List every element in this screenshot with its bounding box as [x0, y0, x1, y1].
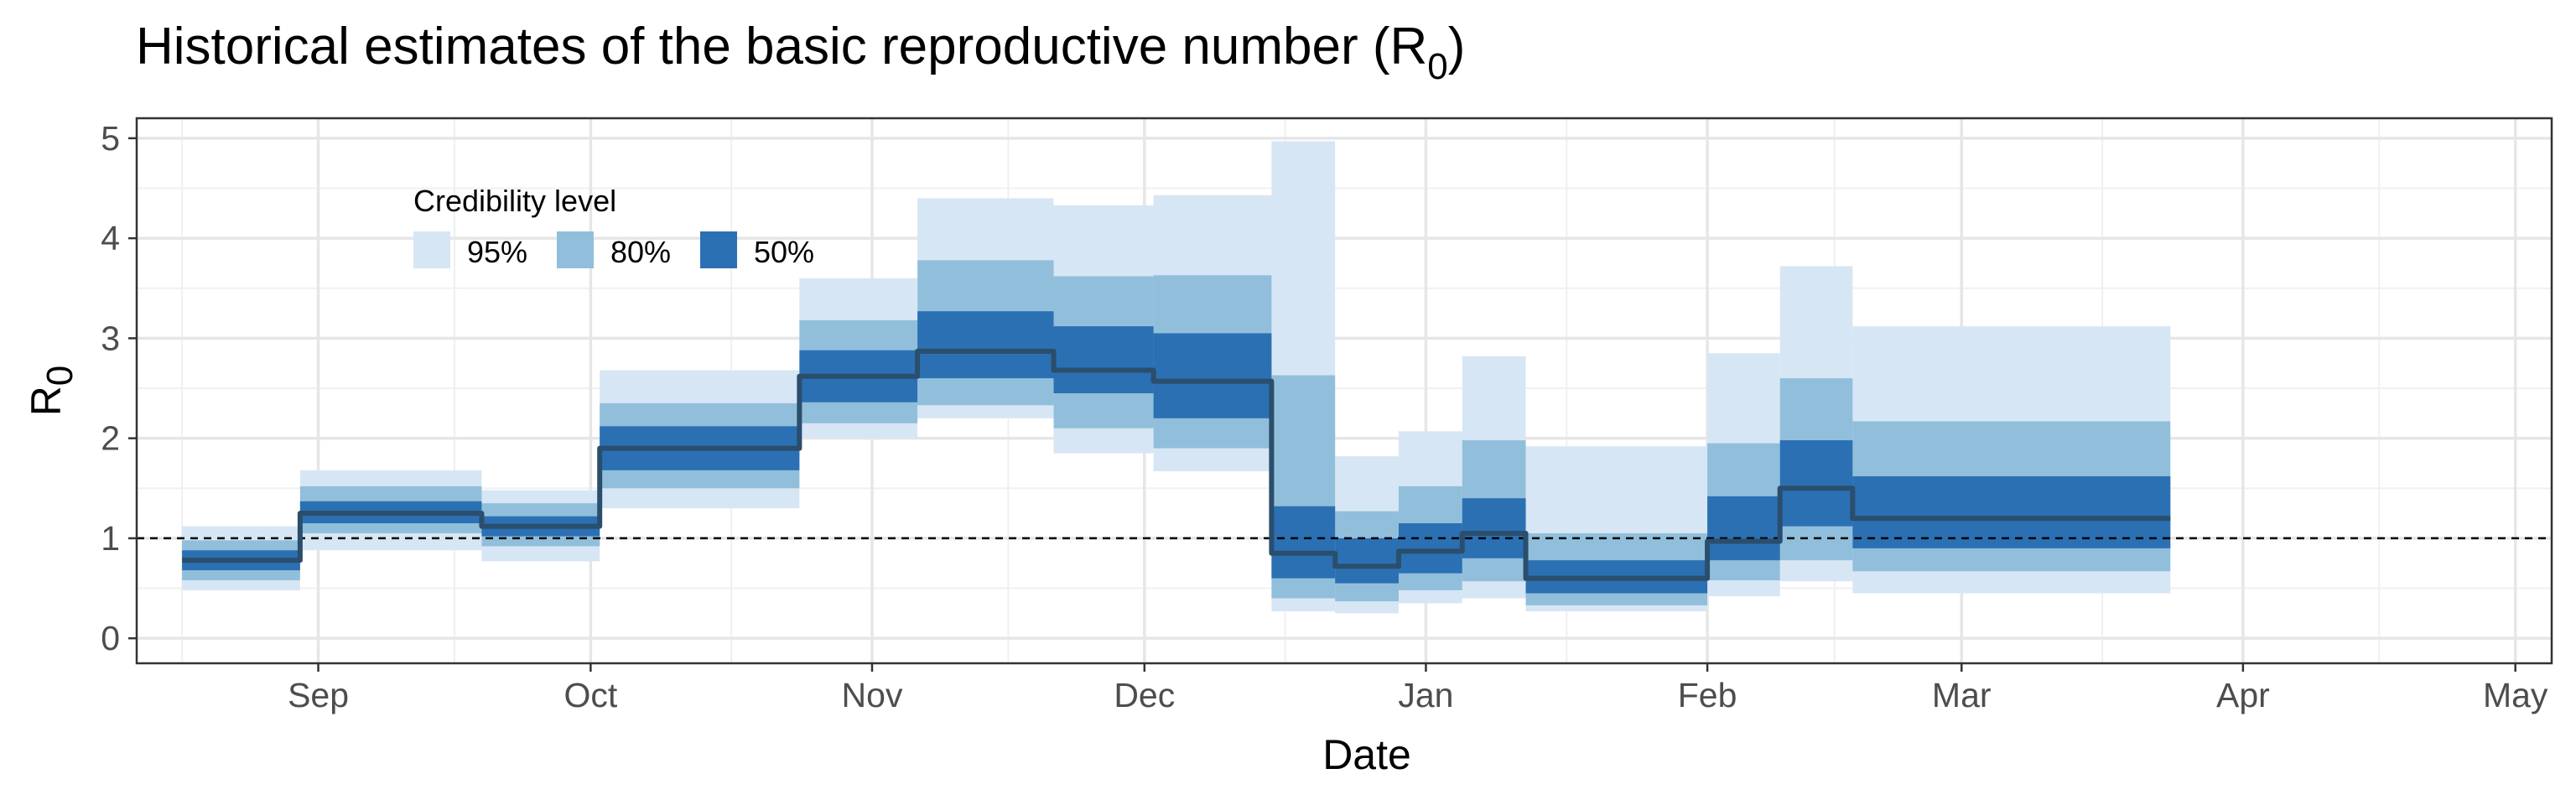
band-50 — [1271, 506, 1336, 579]
y-tick-label: 5 — [101, 119, 120, 158]
legend-label-50: 50% — [754, 235, 814, 269]
band-50 — [1053, 326, 1154, 393]
y-tick-label: 2 — [101, 419, 120, 458]
legend-swatch-50 — [700, 231, 737, 268]
band-50 — [1462, 498, 1526, 558]
x-axis-title: Date — [1322, 731, 1411, 778]
y-tick-label: 1 — [101, 519, 120, 558]
x-tick-label: May — [2483, 676, 2548, 714]
band-50 — [1779, 440, 1853, 527]
plot-panel-border — [135, 117, 2553, 665]
band-50 — [1335, 538, 1399, 584]
legend: Credibility level 95% 80% 50% — [413, 184, 814, 269]
x-tick-label: Sep — [288, 676, 349, 714]
x-tick-label: Oct — [564, 676, 617, 714]
band-50 — [1398, 523, 1462, 574]
x-tick-label: Dec — [1114, 676, 1175, 714]
x-tick-label: Apr — [2216, 676, 2270, 714]
band-50 — [1707, 496, 1780, 561]
legend-label-95: 95% — [467, 235, 527, 269]
band-50 — [917, 311, 1054, 379]
band-50 — [1852, 475, 2171, 548]
x-tick-label: Mar — [1932, 676, 1992, 714]
y-tick-label: 0 — [101, 619, 120, 657]
legend-swatch-95 — [413, 231, 450, 268]
x-tick-label: Feb — [1678, 676, 1737, 714]
x-axis: Sep Oct Nov Dec Jan Feb Mar Apr May — [288, 663, 2548, 714]
y-tick-label: 3 — [101, 319, 120, 357]
median-line — [182, 348, 2171, 581]
band-50 — [1153, 333, 1272, 418]
x-tick-label: Nov — [842, 676, 903, 714]
legend-title: Credibility level — [413, 184, 616, 218]
y-axis-title: R0 — [23, 366, 80, 417]
chart-title: Historical estimates of the basic reprod… — [136, 18, 1465, 87]
y-axis: 0 1 2 3 4 5 — [101, 119, 137, 657]
y-tick-label: 4 — [101, 219, 120, 257]
legend-swatch-80 — [557, 231, 594, 268]
median-line-layer — [182, 348, 2171, 581]
legend-label-80: 80% — [610, 235, 671, 269]
x-tick-label: Jan — [1398, 676, 1453, 714]
